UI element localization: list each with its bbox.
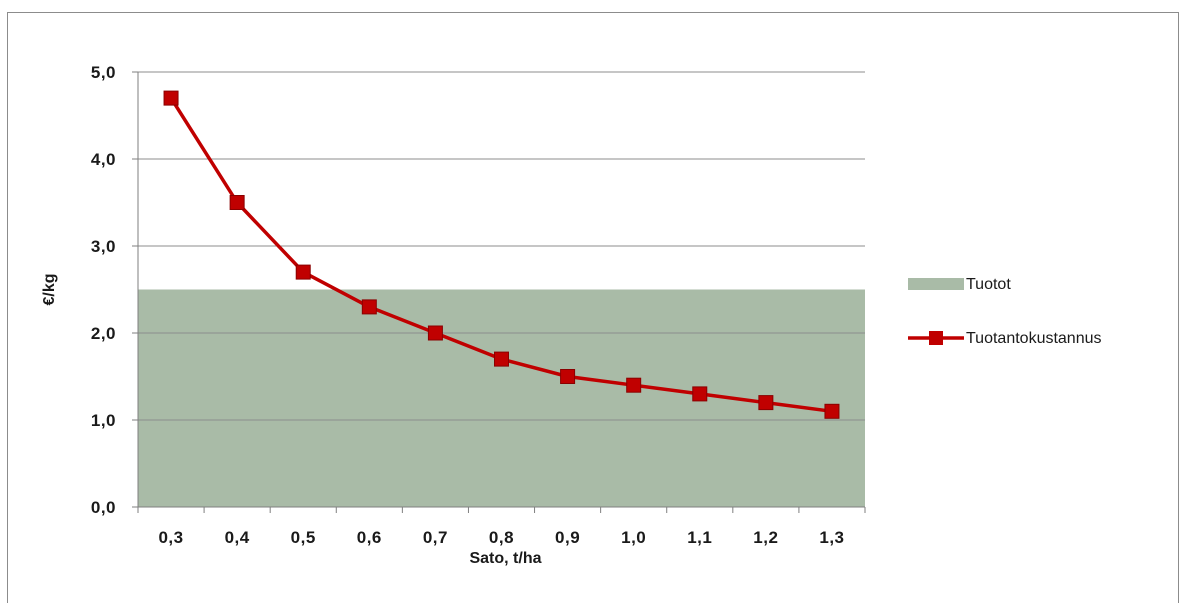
data-point-marker bbox=[560, 369, 576, 384]
legend: Tuotot Tuotantokustannus bbox=[908, 276, 1102, 347]
y-tick-label: 2,0 bbox=[91, 324, 116, 343]
x-tick-label: 0,6 bbox=[357, 528, 382, 547]
data-point-marker bbox=[229, 195, 245, 210]
x-tick-label: 0,9 bbox=[555, 528, 580, 547]
x-tick-label: 0,7 bbox=[423, 528, 448, 547]
y-tick-label: 5,0 bbox=[91, 63, 116, 82]
x-axis-title: Sato, t/ha bbox=[469, 550, 541, 567]
x-tick-label: 1,3 bbox=[819, 528, 844, 547]
data-point-marker bbox=[427, 325, 443, 341]
legend-swatch-tuotantokustannus-marker bbox=[929, 331, 943, 345]
x-tick-label: 0,8 bbox=[489, 528, 514, 547]
y-tick-marks bbox=[132, 71, 138, 508]
data-point-marker bbox=[758, 395, 774, 411]
y-tick-label: 0,0 bbox=[91, 498, 116, 517]
gridlines bbox=[138, 71, 865, 421]
x-tick-label: 0,3 bbox=[158, 528, 183, 547]
series-markers-tuotantokustannus bbox=[163, 90, 840, 419]
data-point-marker bbox=[163, 90, 179, 106]
area-series-tuotot bbox=[138, 289, 865, 507]
legend-label-tuotot: Tuotot bbox=[966, 276, 1011, 293]
y-tick-labels: 0,0 1,0 2,0 3,0 4,0 5,0 bbox=[91, 63, 116, 517]
x-tick-label: 0,4 bbox=[225, 528, 250, 547]
x-tick-label: 1,2 bbox=[753, 528, 778, 547]
legend-label-tuotantokustannus: Tuotantokustannus bbox=[966, 330, 1102, 347]
y-axis-title: €/kg bbox=[41, 273, 58, 305]
y-tick-label: 1,0 bbox=[91, 411, 116, 430]
y-tick-label: 3,0 bbox=[91, 237, 116, 256]
data-point-marker bbox=[692, 386, 708, 402]
x-tick-labels: 0,3 0,4 0,5 0,6 0,7 0,8 0,9 1,0 1,1 1,2 1,3 bbox=[158, 528, 844, 547]
plot-area bbox=[132, 71, 866, 513]
x-tick-label: 1,1 bbox=[687, 528, 712, 547]
x-tick-marks bbox=[137, 507, 866, 513]
data-point-marker bbox=[824, 403, 840, 419]
y-tick-label: 4,0 bbox=[91, 150, 116, 169]
data-point-marker bbox=[361, 299, 377, 315]
data-point-marker bbox=[626, 377, 642, 393]
data-point-marker bbox=[295, 264, 311, 280]
legend-swatch-tuotot bbox=[908, 278, 964, 290]
x-tick-label: 1,0 bbox=[621, 528, 646, 547]
data-point-marker bbox=[494, 351, 509, 367]
x-tick-label: 0,5 bbox=[291, 528, 316, 547]
